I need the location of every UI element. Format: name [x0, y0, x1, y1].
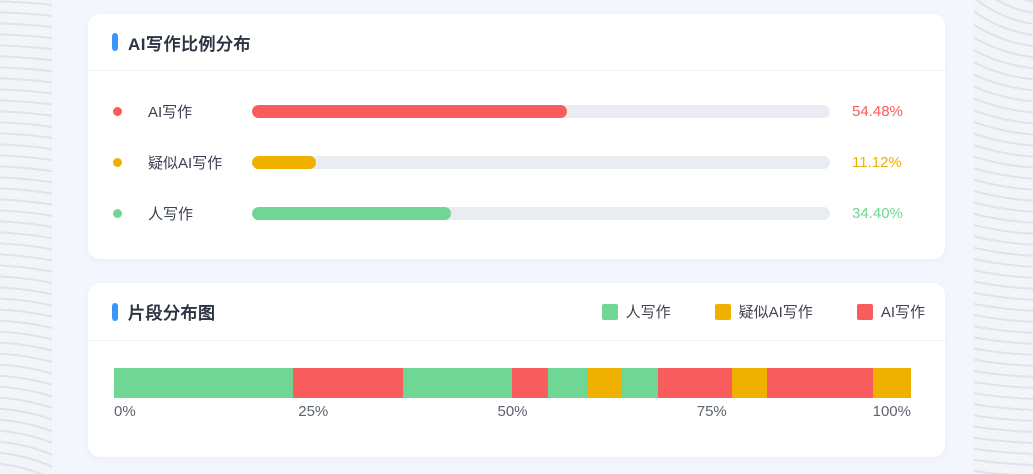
- legend-swatch-icon: [856, 303, 873, 320]
- ratio-bar-track: [252, 156, 830, 169]
- fragment-distribution-card: 片段分布图 人写作 疑似AI写作 AI写作 0% 25%: [88, 283, 945, 457]
- legend-item-suspected-ai-writing[interactable]: 疑似AI写作: [714, 301, 813, 322]
- bar-segment: [512, 368, 549, 398]
- ratio-row-label: 疑似AI写作: [148, 155, 223, 172]
- bar-segment: [766, 368, 874, 398]
- ratio-card-title: AI写作比例分布: [128, 34, 251, 54]
- report-content: AI写作比例分布 AI写作 54.48% 疑似AI写作 11.12%: [88, 0, 945, 457]
- legend-swatch-icon: [714, 303, 731, 320]
- decorative-right-strip: [974, 0, 1033, 474]
- ratio-rows: AI写作 54.48% 疑似AI写作 11.12% 人写作: [88, 71, 945, 239]
- decorative-left-strip: [0, 0, 52, 474]
- ratio-card-header: AI写作比例分布: [88, 14, 945, 71]
- ratio-row-suspected-ai-writing: 疑似AI写作 11.12%: [88, 137, 945, 188]
- legend-item-ai-writing[interactable]: AI写作: [856, 301, 925, 322]
- ratio-distribution-card: AI写作比例分布 AI写作 54.48% 疑似AI写作 11.12%: [88, 14, 945, 259]
- legend-label: 人写作: [625, 304, 671, 321]
- title-accent-bar-icon: [112, 33, 118, 51]
- ratio-bar-track: [252, 207, 830, 220]
- axis-tick-0: 0%: [114, 403, 136, 420]
- ratio-row-human-writing: 人写作 34.40%: [88, 188, 945, 239]
- bar-segment: [873, 368, 911, 398]
- segment-chart-area: 0% 25% 50% 75% 100%: [88, 341, 945, 421]
- segment-card-header: 片段分布图 人写作 疑似AI写作 AI写作: [88, 283, 945, 341]
- axis-tick-25: 25%: [298, 403, 329, 420]
- bar-segment: [658, 368, 732, 398]
- ai-writing-dot-icon: [113, 107, 122, 116]
- ratio-value: 11.12%: [852, 154, 902, 171]
- bar-segment: [403, 368, 513, 398]
- ratio-value: 34.40%: [852, 205, 903, 222]
- segment-card-title: 片段分布图: [128, 304, 216, 323]
- suspected-ai-writing-dot-icon: [113, 158, 122, 167]
- bar-segment: [731, 368, 767, 398]
- human-writing-dot-icon: [113, 209, 122, 218]
- axis-tick-50: 50%: [497, 403, 528, 420]
- legend-label: AI写作: [880, 304, 925, 321]
- ratio-row-ai-writing: AI写作 54.48%: [88, 86, 945, 137]
- ratio-bar-track: [252, 105, 830, 118]
- bar-segment: [586, 368, 623, 398]
- axis-tick-75: 75%: [696, 403, 727, 420]
- ratio-row-label: AI写作: [148, 104, 193, 121]
- legend-item-human-writing[interactable]: 人写作: [601, 301, 671, 322]
- title-accent-bar-icon: [112, 302, 118, 321]
- ratio-bar-fill: [252, 105, 567, 118]
- bar-segment: [548, 368, 587, 398]
- ratio-bar-fill: [252, 156, 317, 169]
- ratio-bar-fill: [252, 207, 451, 220]
- bar-segment: [293, 368, 404, 398]
- segment-bar: [114, 368, 911, 398]
- bar-segment: [622, 368, 659, 398]
- chart-legend: 人写作 疑似AI写作 AI写作: [601, 301, 925, 322]
- ratio-value: 54.48%: [852, 103, 903, 120]
- x-axis: 0% 25% 50% 75% 100%: [114, 403, 911, 421]
- bar-segment: [114, 368, 294, 398]
- axis-tick-100: 100%: [872, 403, 911, 420]
- legend-swatch-icon: [601, 303, 618, 320]
- legend-label: 疑似AI写作: [738, 304, 813, 321]
- ratio-row-label: 人写作: [148, 206, 194, 223]
